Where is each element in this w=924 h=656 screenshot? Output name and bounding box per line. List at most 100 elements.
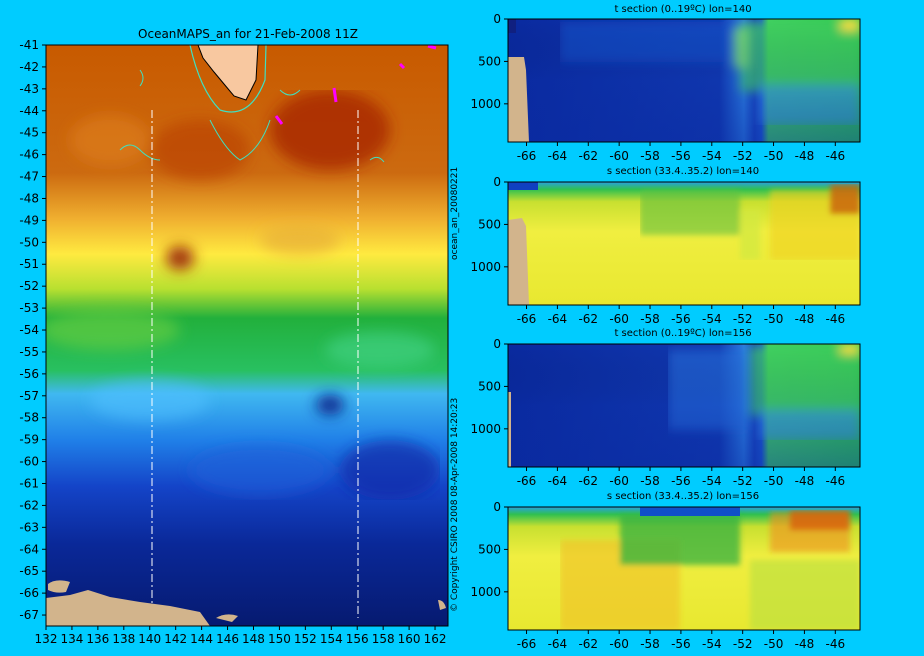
section-panel-s-140: s section (33.4..35.2) lon=140 [507, 166, 861, 306]
section-panel-s-156: s section (33.4..35.2) lon=156 [507, 491, 861, 631]
section-x-tick-label: -52 [733, 637, 753, 651]
section-x-tick-label: -50 [764, 474, 784, 488]
section-y-tick-label: 1000 [470, 422, 501, 436]
map-y-tick-label: -50 [19, 235, 39, 249]
map-y-tick-label: -58 [19, 411, 39, 425]
map-x-tick-label: 160 [398, 632, 421, 646]
map-y-tick-label: -56 [19, 367, 39, 381]
section-y-tick-label: 1000 [470, 97, 501, 111]
section-x-tick-label: -50 [764, 312, 784, 326]
section-x-tick-label: -66 [517, 312, 537, 326]
map-y-tick-label: -54 [19, 323, 39, 337]
map-y-tick-label: -51 [19, 257, 39, 271]
map-y-tick-label: -53 [19, 301, 39, 315]
section-y-tick-label: 0 [493, 175, 501, 189]
section-x-tick-label: -64 [548, 474, 568, 488]
map-x-tick-label: 140 [138, 632, 161, 646]
section-x-tick-label: -60 [609, 312, 629, 326]
section-axes: -66 -64 -62 -60 -58 -56 -54 -52 -50 -48 -46 0 500 100… [470, 12, 845, 651]
section-x-tick-label: -56 [671, 149, 691, 163]
section-y-tick-label: 500 [478, 379, 501, 393]
section-x-tick-label: -62 [578, 149, 598, 163]
section-title: t section (0..19ºC) lon=140 [614, 4, 751, 15]
map-x-axis: 132 134 136 138 140 142 144 146 148 150 152 154 156 1… [35, 626, 447, 646]
map-y-axis: -41 -42 -43 -44 -45 -46 -47 -48 -49 -50 -51 -52 -53 -… [19, 38, 46, 622]
map-y-tick-label: -63 [19, 520, 39, 534]
section-y-tick-label: 500 [478, 542, 501, 556]
map-y-tick-label: -52 [19, 279, 39, 293]
section-x-tick-label: -66 [517, 637, 537, 651]
map-x-tick-label: 146 [216, 632, 239, 646]
section-x-tick-label: -48 [795, 312, 815, 326]
side-label-date: ocean_an_20080221 [450, 167, 460, 260]
map-y-tick-label: -49 [19, 213, 39, 227]
section-x-tick-label: -58 [640, 637, 660, 651]
section-x-tick-label: -60 [609, 474, 629, 488]
map-y-tick-label: -42 [19, 60, 39, 74]
section-y-tick-label: 0 [493, 12, 501, 26]
section-x-tick-label: -48 [795, 474, 815, 488]
section-x-tick-label: -64 [548, 312, 568, 326]
map-y-tick-label: -55 [19, 345, 39, 359]
map-y-tick-label: -59 [19, 433, 39, 447]
section-y-tick-label: 1000 [470, 260, 501, 274]
map-x-tick-label: 132 [35, 632, 58, 646]
section-x-tick-label: -58 [640, 149, 660, 163]
section-x-tick-label: -52 [733, 474, 753, 488]
section-x-tick-label: -54 [702, 312, 722, 326]
section-x-tick-label: -54 [702, 149, 722, 163]
section-x-tick-label: -54 [702, 474, 722, 488]
map-y-tick-label: -66 [19, 586, 39, 600]
section-title: s section (33.4..35.2) lon=140 [607, 166, 759, 177]
section-x-tick-label: -62 [578, 312, 598, 326]
section-x-tick-label: -62 [578, 474, 598, 488]
section-x-tick-label: -56 [671, 312, 691, 326]
side-label-copyright: © Copyright CSIRO 2008 08-Apr-2008 14:20… [450, 398, 460, 612]
section-x-tick-label: -52 [733, 312, 753, 326]
section-x-tick-label: -66 [517, 149, 537, 163]
section-x-tick-label: -48 [795, 149, 815, 163]
map-y-tick-label: -44 [19, 104, 39, 118]
section-x-tick-label: -66 [517, 474, 537, 488]
map-y-tick-label: -64 [19, 542, 39, 556]
section-x-tick-label: -60 [609, 149, 629, 163]
map-x-tick-label: 138 [112, 632, 135, 646]
map-x-tick-label: 162 [424, 632, 447, 646]
section-x-tick-label: -56 [671, 637, 691, 651]
section-x-tick-label: -56 [671, 474, 691, 488]
section-x-tick-label: -50 [764, 149, 784, 163]
map-x-tick-label: 156 [346, 632, 369, 646]
section-x-tick-label: -58 [640, 312, 660, 326]
map-x-tick-label: 142 [164, 632, 187, 646]
section-x-tick-label: -54 [702, 637, 722, 651]
section-x-tick-label: -60 [609, 637, 629, 651]
section-panel-t-156: t section (0..19ºC) lon=156 [507, 328, 861, 468]
map-y-tick-label: -46 [19, 148, 39, 162]
section-x-tick-label: -46 [825, 474, 845, 488]
map-y-tick-label: -61 [19, 476, 39, 490]
section-x-tick-label: -64 [548, 637, 568, 651]
section-x-tick-label: -52 [733, 149, 753, 163]
section-title: s section (33.4..35.2) lon=156 [607, 491, 759, 502]
map-y-tick-label: -62 [19, 498, 39, 512]
map-y-tick-label: -41 [19, 38, 39, 52]
map-y-tick-label: -43 [19, 82, 39, 96]
section-y-tick-label: 500 [478, 54, 501, 68]
section-x-tick-label: -46 [825, 312, 845, 326]
section-x-tick-label: -58 [640, 474, 660, 488]
map-y-tick-label: -48 [19, 191, 39, 205]
map-y-tick-label: -57 [19, 389, 39, 403]
map-x-tick-label: 134 [60, 632, 83, 646]
section-y-tick-label: 500 [478, 217, 501, 231]
section-title: t section (0..19ºC) lon=156 [614, 328, 751, 339]
map-y-tick-label: -60 [19, 455, 39, 469]
section-y-tick-label: 0 [493, 337, 501, 351]
section-x-tick-label: -62 [578, 637, 598, 651]
map-x-tick-label: 150 [268, 632, 291, 646]
section-x-tick-label: -48 [795, 637, 815, 651]
section-x-tick-label: -46 [825, 149, 845, 163]
map-x-tick-label: 136 [86, 632, 109, 646]
section-x-tick-label: -50 [764, 637, 784, 651]
map-x-tick-label: 148 [242, 632, 265, 646]
